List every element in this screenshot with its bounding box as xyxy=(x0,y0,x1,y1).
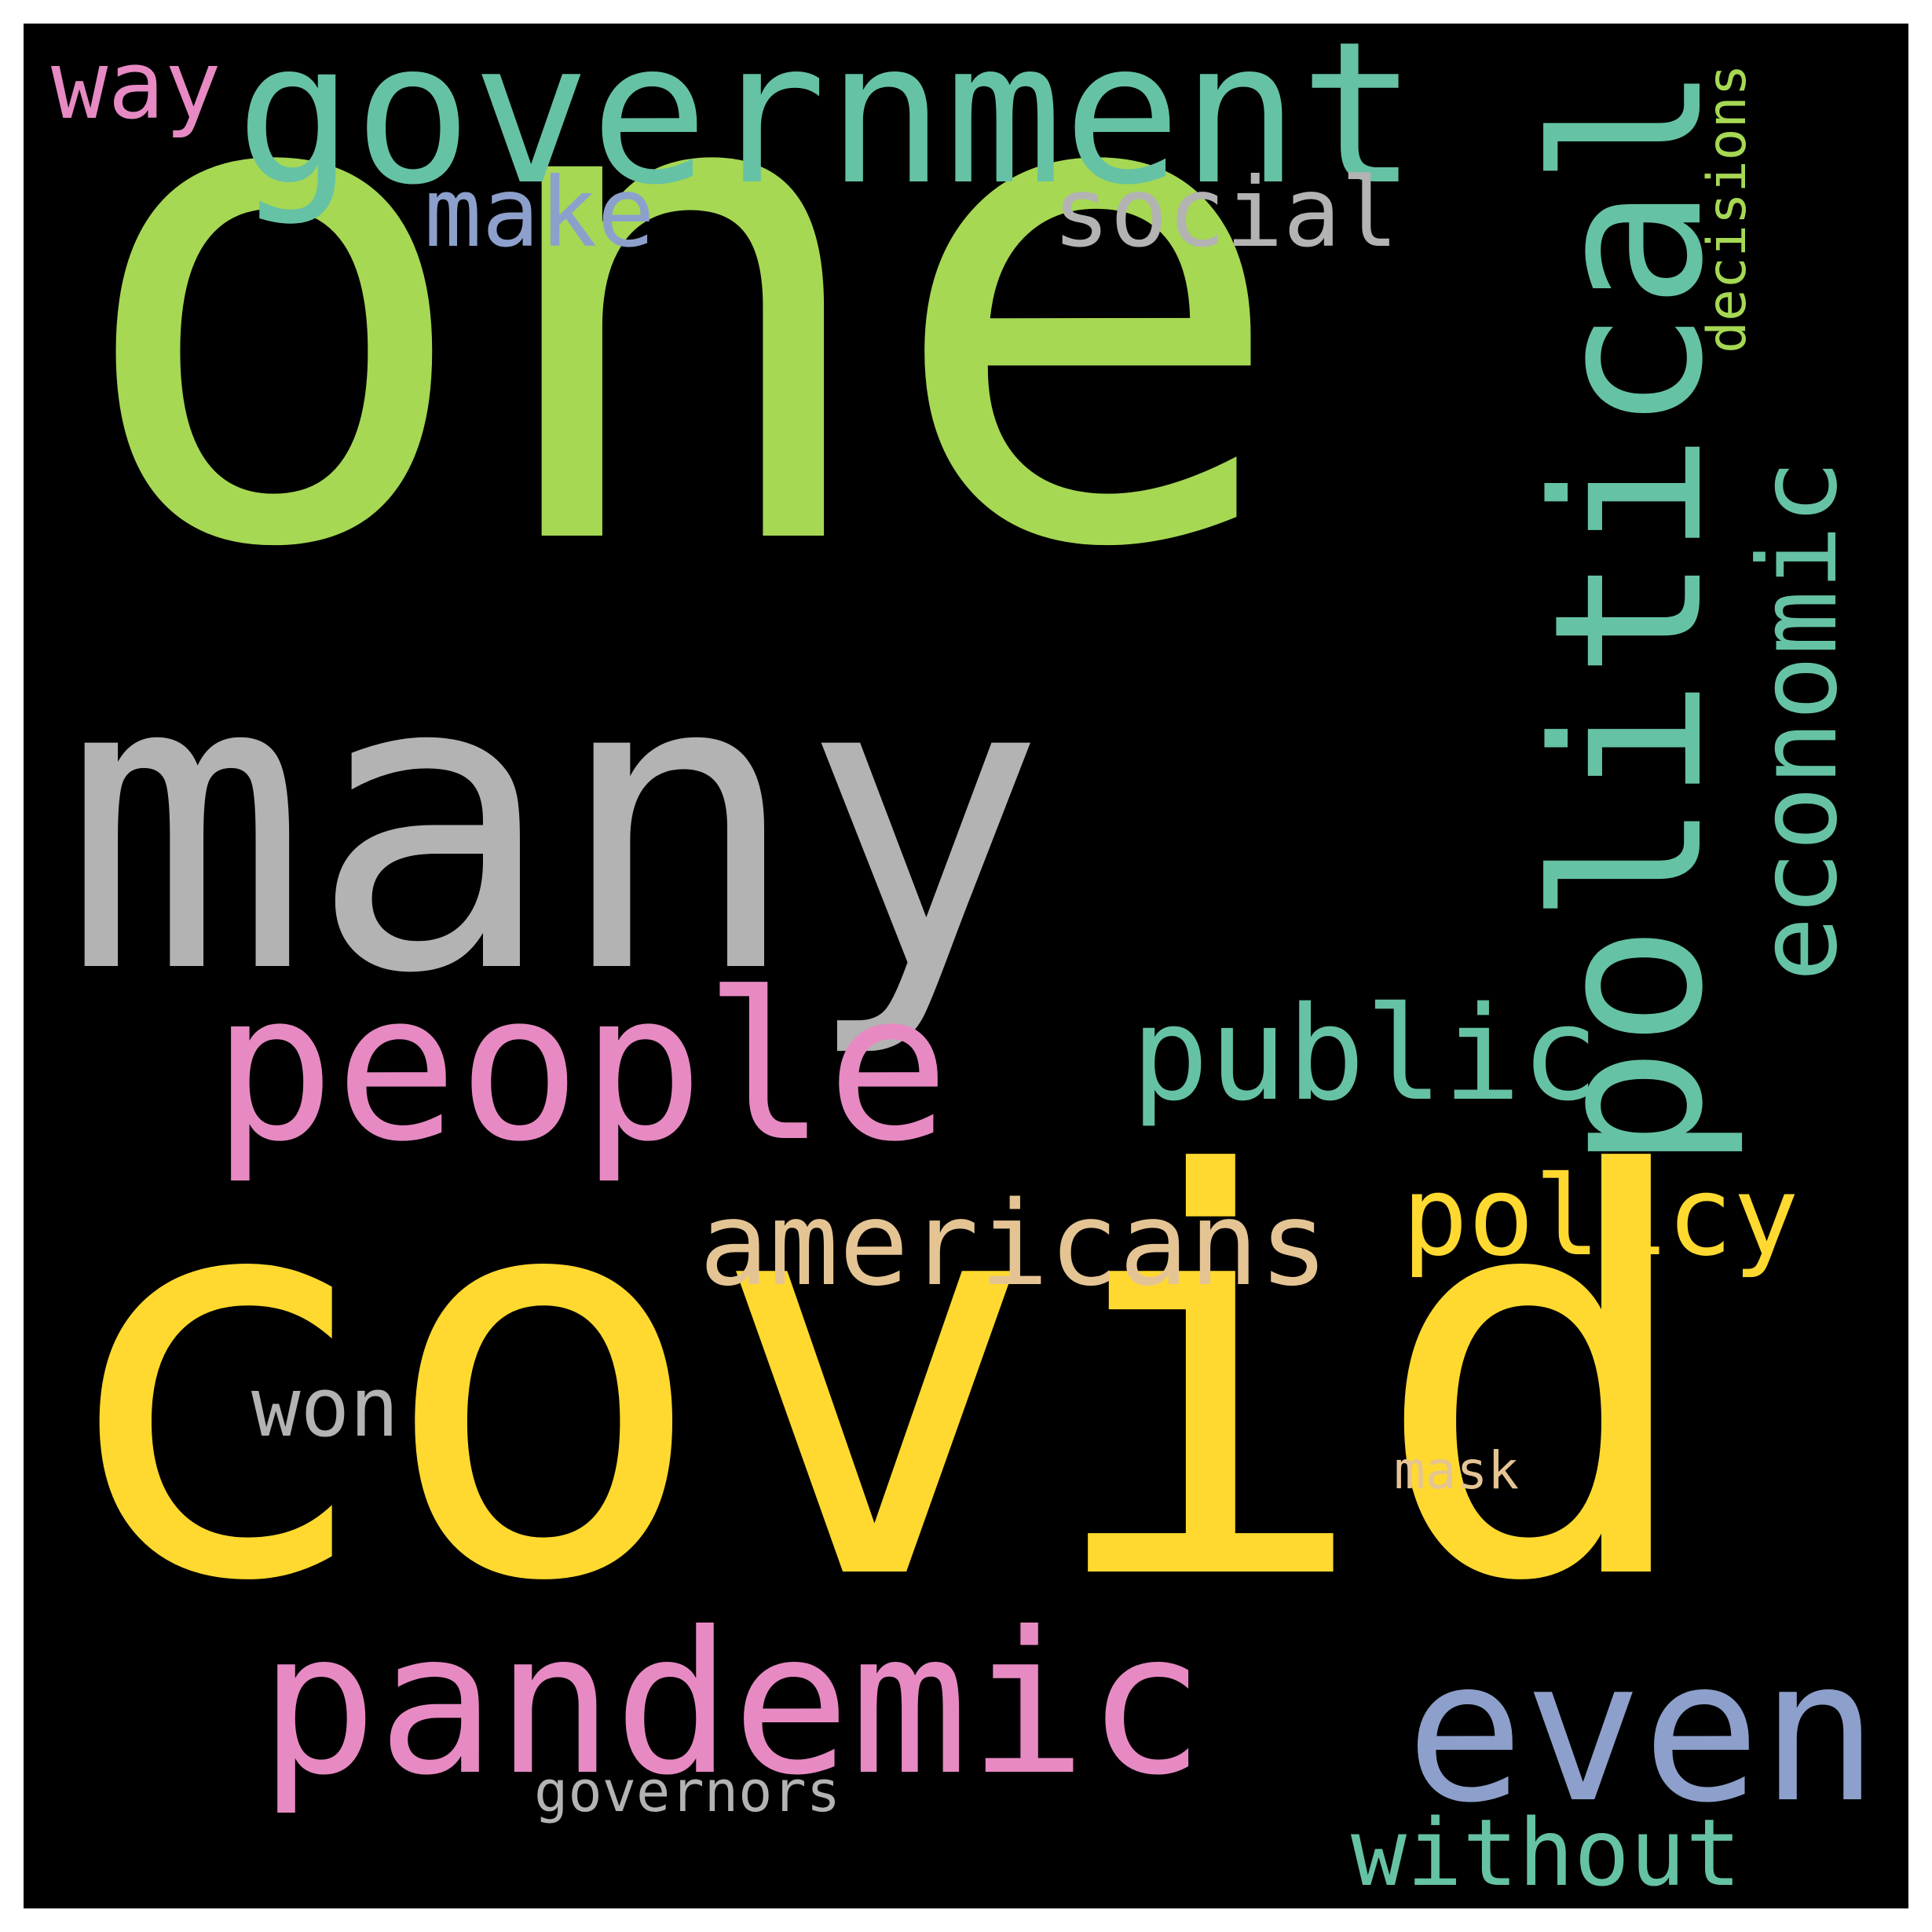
word-decisions: decisions xyxy=(1696,64,1758,353)
word-public: public xyxy=(1131,979,1600,1129)
word-government: government xyxy=(236,24,1418,228)
word-covid: covid xyxy=(47,1062,1703,1702)
word-won: won xyxy=(251,1359,399,1455)
word-even: even xyxy=(1406,1617,1879,1846)
word-cloud: one covid many government political peop… xyxy=(24,24,1908,1908)
word-economic: economic xyxy=(1735,459,1861,982)
word-policy: policy xyxy=(1402,1153,1799,1281)
word-way: way xyxy=(51,31,221,141)
word-one: one xyxy=(71,24,1291,695)
word-people: people xyxy=(212,950,950,1187)
word-pandemic: pandemic xyxy=(259,1590,1206,1818)
word-mask: mask xyxy=(1394,1440,1519,1501)
word-governors: governors xyxy=(534,1758,841,1824)
word-social: social xyxy=(1052,157,1399,269)
word-make: make xyxy=(424,157,655,269)
word-without: without xyxy=(1351,1798,1742,1907)
word-americans: americans xyxy=(699,1176,1329,1312)
word-many: many xyxy=(63,587,1047,1063)
